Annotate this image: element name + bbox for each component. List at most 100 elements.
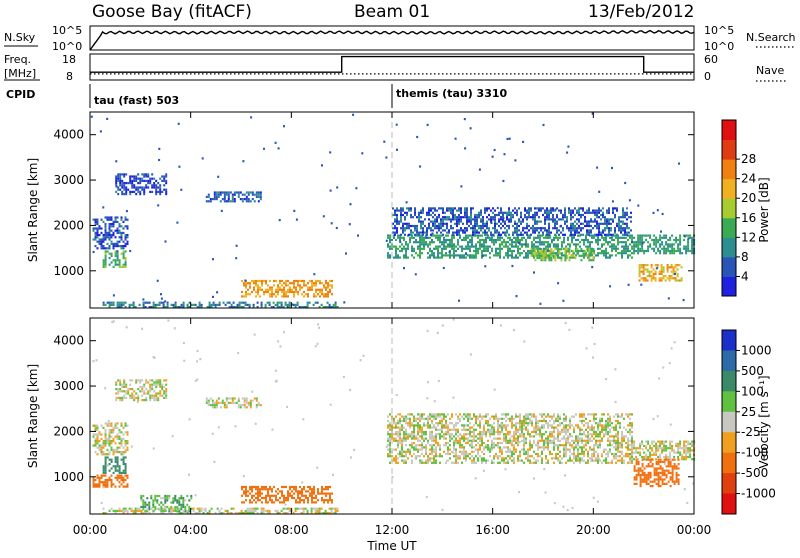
velocity-cell (443, 451, 445, 453)
power-cell (535, 237, 537, 239)
power-cell (671, 248, 673, 250)
velocity-cell (337, 510, 339, 512)
power-cell (544, 221, 546, 223)
power-cell (503, 246, 505, 248)
power-cell (471, 241, 473, 243)
velocity-cell (219, 510, 221, 512)
velocity-cell (275, 497, 277, 499)
power-cell (667, 271, 669, 273)
velocity-cell (387, 455, 389, 457)
power-cell (540, 221, 542, 223)
velocity-cell (101, 453, 103, 455)
power-cell (226, 194, 228, 196)
power-cell (591, 237, 593, 239)
velocity-cell (431, 451, 433, 453)
velocity-cell (125, 456, 127, 458)
power-cell (321, 304, 323, 306)
velocity-cell (431, 444, 433, 446)
power-cell (637, 237, 639, 239)
power-cell (564, 250, 566, 252)
velocity-cell (147, 392, 149, 394)
power-cell (99, 234, 101, 236)
power-cell (483, 239, 485, 241)
velocity-cell (117, 465, 119, 467)
power-cell (544, 253, 546, 255)
power-cell (113, 245, 115, 247)
power-cell (572, 234, 574, 236)
power-cell (245, 287, 247, 289)
velocity-cell (425, 431, 427, 433)
velocity-cell (545, 442, 547, 444)
power-cell (540, 227, 542, 229)
velocity-cell (465, 453, 467, 455)
velocity-cell (511, 418, 513, 420)
velocity-cell (246, 400, 248, 402)
power-cell (452, 227, 454, 229)
power-cell (252, 191, 254, 193)
velocity-cell (505, 451, 507, 453)
power-cell (405, 250, 407, 252)
power-cell (570, 216, 572, 218)
power-cell (117, 253, 119, 255)
velocity-cell (117, 436, 119, 438)
velocity-cell (499, 462, 501, 464)
power-cell (479, 241, 481, 243)
power-cell (295, 304, 297, 306)
power-cell (653, 243, 655, 245)
power-cell (429, 241, 431, 243)
power-cell (478, 214, 480, 216)
power-cell (675, 264, 677, 266)
velocity-cell (445, 416, 447, 418)
velocity-cell (121, 425, 123, 427)
power-cell (451, 241, 453, 243)
power-cell (566, 248, 568, 250)
velocity-cell (93, 483, 95, 485)
power-cell (277, 291, 279, 293)
power-cell (479, 248, 481, 250)
velocity-cell (507, 431, 509, 433)
velocity-cell (427, 457, 429, 459)
power-cell (570, 223, 572, 225)
power-cell (669, 266, 671, 268)
velocity-cell (471, 418, 473, 420)
velocity-cell (487, 444, 489, 446)
velocity-cell (503, 433, 505, 435)
power-cell (167, 304, 169, 306)
power-cell (651, 277, 653, 279)
power-cell (453, 250, 455, 252)
power-cell (663, 275, 665, 277)
velocity-cell (429, 418, 431, 420)
velocity-cell (216, 400, 218, 402)
power-cell (141, 189, 143, 191)
power-cell (469, 257, 471, 259)
velocity-cell (261, 493, 263, 495)
velocity-cell (97, 438, 99, 440)
velocity-cell (162, 504, 164, 506)
power-cell (633, 237, 635, 239)
power-cell (137, 178, 139, 180)
velocity-cell (417, 440, 419, 442)
power-cell (416, 225, 418, 227)
power-cell (131, 186, 133, 188)
power-cell (614, 229, 616, 231)
velocity-cell (117, 456, 119, 458)
power-cell (420, 225, 422, 227)
velocity-cell (184, 506, 186, 508)
power-cell (472, 232, 474, 234)
velocity-cell (149, 399, 151, 401)
power-cell (564, 253, 566, 255)
power-cell (546, 210, 548, 212)
power-cell (216, 196, 218, 198)
velocity-cell (503, 462, 505, 464)
velocity-cell (393, 438, 395, 440)
power-cell (319, 289, 321, 291)
velocity-cell (387, 433, 389, 435)
velocity-cell (287, 499, 289, 501)
power-cell (588, 223, 590, 225)
velocity-cell (401, 438, 403, 440)
power-cell (556, 216, 558, 218)
power-cell (441, 250, 443, 252)
velocity-cell (421, 427, 423, 429)
velocity-cell (109, 438, 111, 440)
power-cell (237, 304, 239, 306)
